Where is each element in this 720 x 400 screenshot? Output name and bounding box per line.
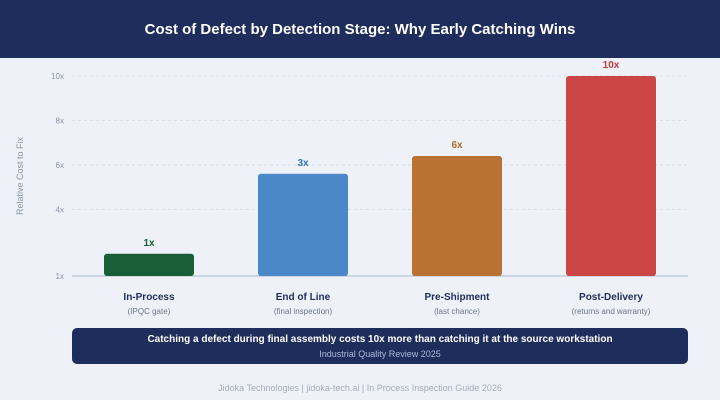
insight-callout: Catching a defect during final assembly … xyxy=(72,328,688,364)
bar xyxy=(104,253,194,276)
footer-credit: Jidoka Technologies | jidoka-tech.ai | I… xyxy=(218,383,502,393)
y-tick-label: 8x xyxy=(56,116,64,125)
category-sublabel: (last chance) xyxy=(434,307,480,316)
callout-main-text: Catching a defect during final assembly … xyxy=(147,334,613,345)
y-tick-label: 1x xyxy=(56,272,64,281)
bar-value-label: 6x xyxy=(451,140,463,151)
chart-title: Cost of Defect by Detection Stage: Why E… xyxy=(144,20,576,38)
bar-value-label: 1x xyxy=(143,238,155,249)
category-label: Pre-Shipment xyxy=(424,292,490,303)
category-label: In-Process xyxy=(123,292,175,303)
bars: 1x 3x 6x 10x xyxy=(104,60,656,276)
header-banner: Cost of Defect by Detection Stage: Why E… xyxy=(0,0,720,58)
category-label: End of Line xyxy=(276,292,331,303)
y-tick-label: 6x xyxy=(56,161,64,170)
category-sublabel: (returns and warranty) xyxy=(572,307,651,316)
y-axis-ticks: 1x 4x 6x 8x 10x xyxy=(51,72,64,281)
bar-value-label: 3x xyxy=(297,158,309,169)
bar xyxy=(412,156,502,276)
category-label: Post-Delivery xyxy=(579,292,643,303)
category-sublabel: (final inspection) xyxy=(274,307,333,316)
y-tick-label: 4x xyxy=(56,205,64,214)
y-tick-label: 10x xyxy=(51,72,64,81)
bar xyxy=(566,76,656,276)
x-axis-categories: In-Process (IPQC gate) End of Line (final i… xyxy=(123,292,650,316)
y-axis-label: Relative Cost to Fix xyxy=(15,136,25,215)
callout-source: Industrial Quality Review 2025 xyxy=(319,349,441,359)
category-sublabel: (IPQC gate) xyxy=(128,307,171,316)
bar xyxy=(258,173,348,276)
bar-value-label: 10x xyxy=(603,60,620,71)
